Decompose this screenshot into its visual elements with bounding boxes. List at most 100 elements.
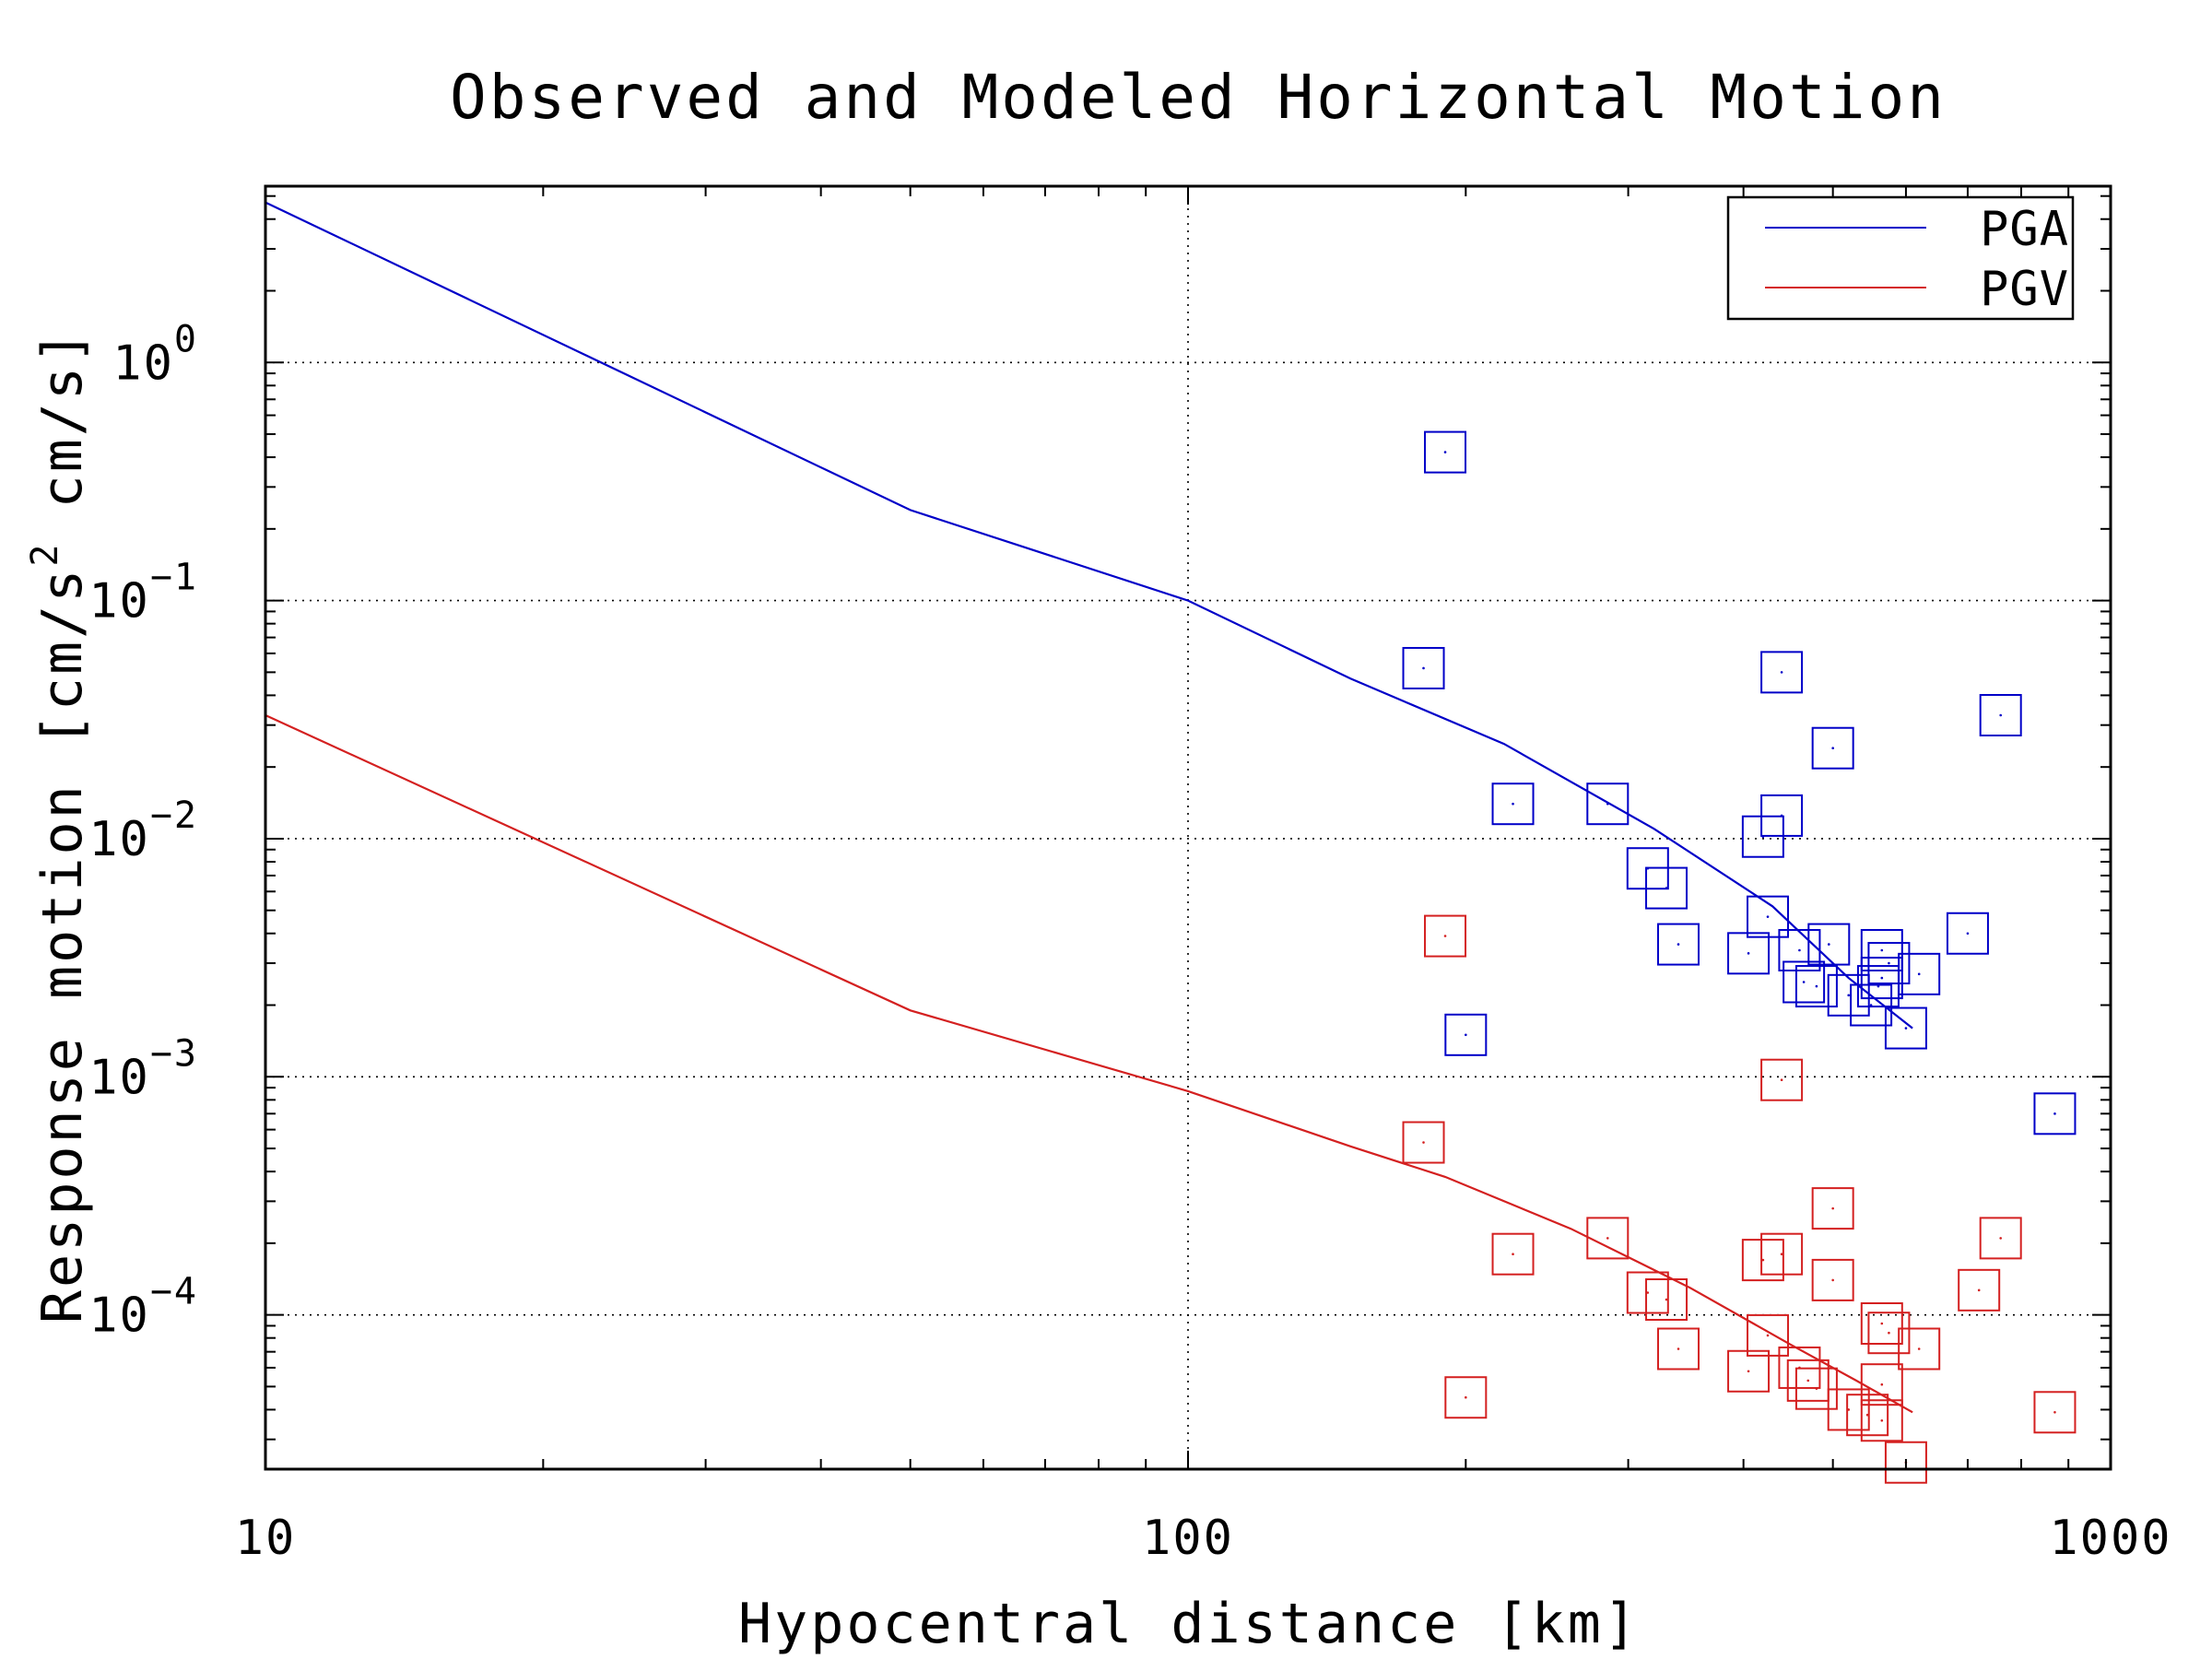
y-tick-label: 10−1 [88,557,198,629]
y-tick-label: 100 [112,318,198,391]
chart-title: Observed and Modeled Horizontal Motion [450,62,1947,133]
observed-point-pgv [1402,1121,1445,1164]
observed-point-center-pgv [1766,1334,1770,1337]
observed-point-pga [1402,646,1445,689]
observed-point-center-pgv [1999,1237,2002,1240]
observed-point-pga [1946,912,1989,955]
observed-point-center-pga [1827,943,1830,946]
x-tick-label: 10 [235,1511,297,1566]
observed-point-center-pga [1747,952,1750,955]
y-tick-label: 10−4 [88,1271,198,1344]
observed-point-center-pga [1815,984,1818,988]
observed-point-pga [1747,895,1790,938]
observed-point-center-pga [1966,932,1970,935]
observed-point-center-pga [1443,451,1447,453]
observed-point-center-pgv [1977,1288,1981,1292]
y-axis-label: Response motion [cm/s2 cm/s] [24,328,95,1324]
model-curves [265,201,1913,1414]
axis-ticks [265,186,2112,1469]
observed-point-center-pgv [1880,1382,1884,1386]
observed-point-pga [1741,815,1784,858]
observed-point-pga [1727,932,1771,975]
observed-point-pga [1979,693,2022,736]
observed-point-center-pgv [1917,1347,1921,1350]
observed-point-pgv [2033,1391,2077,1434]
legend-box [1726,195,2075,321]
observed-point-center-pga [1766,915,1770,918]
observed-point-center-pgv [1443,935,1447,937]
observed-point-pga [1860,957,1903,1000]
x-tick-label: 1000 [2049,1511,2171,1566]
observed-point-center-pgv [1646,1291,1650,1294]
observed-point-center-pga [2053,1112,2056,1115]
observed-point-pga [1424,430,1467,474]
observed-point-center-pgv [1780,1078,1783,1082]
observed-point-center-pga [1831,747,1834,750]
observed-point-pga [1657,923,1700,966]
observed-point-pgv [1979,1217,2022,1260]
observed-point-center-pgv [1831,1206,1834,1210]
y-axis-label-unit: cm/s] [30,328,95,509]
observed-point-pga [1807,923,1851,966]
observed-point-pgv [1747,1313,1790,1357]
observed-point-pga [1884,1006,1927,1050]
observed-point-center-pgv [1806,1379,1810,1382]
observed-point-pgv [1586,1217,1630,1260]
observed-point-center-pgv [1865,1413,1869,1417]
observed-point-pga [1898,952,1941,995]
observed-point-pga [1827,973,1870,1017]
observed-point-center-pga [1798,948,1801,952]
y-tick-labels: 100 10−1 10−2 10−3 10−4 [88,318,198,1344]
observed-point-pga [1760,651,1804,694]
observed-point-center-pga [1422,666,1425,670]
observed-point-pga [1811,726,1854,770]
y-axis-label-main: Response motion [cm/s [30,567,95,1324]
observed-point-pgv [1846,1394,1889,1437]
observed-point-center-pgv [1677,1347,1680,1350]
observed-point-pgv [1811,1187,1854,1230]
observed-point-center-pga [1780,671,1783,674]
legend-label-pga: PGA [1980,202,2069,257]
observed-point-center-pgv [1880,1322,1884,1325]
observed-point-pga [1783,960,1826,1004]
observed-point-center-pga [1880,948,1884,952]
observed-point-center-pga [1761,835,1765,839]
observed-point-center-pgv [1761,1258,1765,1262]
observed-point-pgv [1444,1376,1488,1419]
observed-point-center-pga [1606,802,1609,806]
observed-point-pga [1645,866,1688,910]
observed-point-pgv [1424,914,1467,958]
observed-point-pga [1444,1013,1488,1056]
observed-points [1402,430,2077,1484]
observed-point-center-pga [1665,887,1668,889]
observed-point-center-pgv [1880,1418,1884,1422]
observed-point-pgv [1827,1388,1870,1431]
observed-point-center-pga [1869,1004,1873,1006]
observed-point-center-pgv [1888,1331,1890,1335]
observed-point-pga [1794,965,1838,1008]
observed-point-pgv [1860,1399,1903,1442]
observed-point-pga [1860,928,1903,971]
observed-point-pgv [1867,1312,1911,1355]
observed-point-center-pga [1999,713,2002,717]
observed-point-center-pgv [1815,1387,1818,1390]
observed-point-pgv [1657,1327,1700,1371]
observed-point-pga [1867,942,1911,985]
observed-point-center-pgv [1665,1298,1668,1301]
observed-point-pga [1850,983,1893,1027]
observed-point-center-pgv [1780,1253,1783,1255]
observed-point-center-pga [1880,976,1884,980]
x-tick-label: 100 [1142,1511,1234,1566]
observed-point-pga [1491,782,1535,826]
x-tick-labels: 10 100 1000 [235,1511,2171,1566]
observed-point-center-pgv [1512,1253,1514,1255]
observed-point-center-pga [1904,1027,1908,1030]
observed-point-pgv [1741,1239,1784,1282]
observed-point-pgv [1958,1268,2001,1312]
grid-lines [265,186,2111,1469]
model-curve-pga [265,201,1913,1030]
observed-point-pgv [1645,1277,1688,1321]
observed-point-center-pgv [1606,1237,1609,1240]
y-tick-label: 10−3 [88,1032,198,1105]
